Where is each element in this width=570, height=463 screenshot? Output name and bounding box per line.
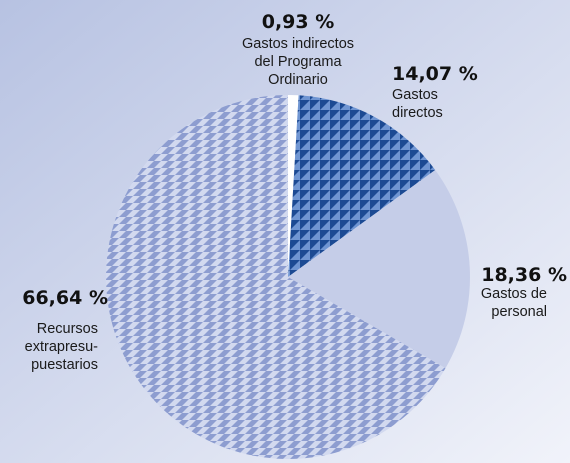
- pie-slice-gastos-directos: [288, 95, 436, 277]
- pie-slice-gastos-indirectos: [288, 95, 299, 277]
- pie-slices: [105, 94, 470, 459]
- pct-label-gastos-personal: 18,36 %: [481, 264, 567, 286]
- pie-slice-gastos-personal: [288, 170, 470, 369]
- label-recursos-extrapresupuestarios: 66,64 % Recursos extrapresu- puestarios: [22, 287, 108, 373]
- slice-label-line: extrapresu-: [25, 339, 99, 355]
- pie-slice-recursos-extrapresupuestarios: [105, 94, 446, 459]
- label-gastos-directos: 14,07 % Gastos directos: [392, 63, 478, 121]
- slice-label-line: Gastos indirectos: [242, 36, 354, 52]
- slice-label-line: personal: [491, 304, 547, 320]
- slice-label-line: del Programa: [254, 54, 342, 70]
- slice-label-line: Ordinario: [268, 72, 328, 88]
- slice-label-line: Gastos de: [481, 286, 547, 302]
- slice-label-line: puestarios: [31, 357, 98, 373]
- pct-label-gastos-indirectos: 0,93 %: [262, 11, 335, 33]
- pct-label-gastos-directos: 14,07 %: [392, 63, 478, 85]
- slice-label-line: directos: [392, 105, 443, 121]
- label-gastos-personal: 18,36 % Gastos de personal: [481, 264, 567, 320]
- label-gastos-indirectos: 0,93 % Gastos indirectos del Programa Or…: [242, 11, 354, 88]
- pct-label-recursos-extrapresupuestarios: 66,64 %: [22, 287, 108, 309]
- slice-label-line: Gastos: [392, 87, 438, 103]
- slice-label-line: Recursos: [37, 321, 98, 337]
